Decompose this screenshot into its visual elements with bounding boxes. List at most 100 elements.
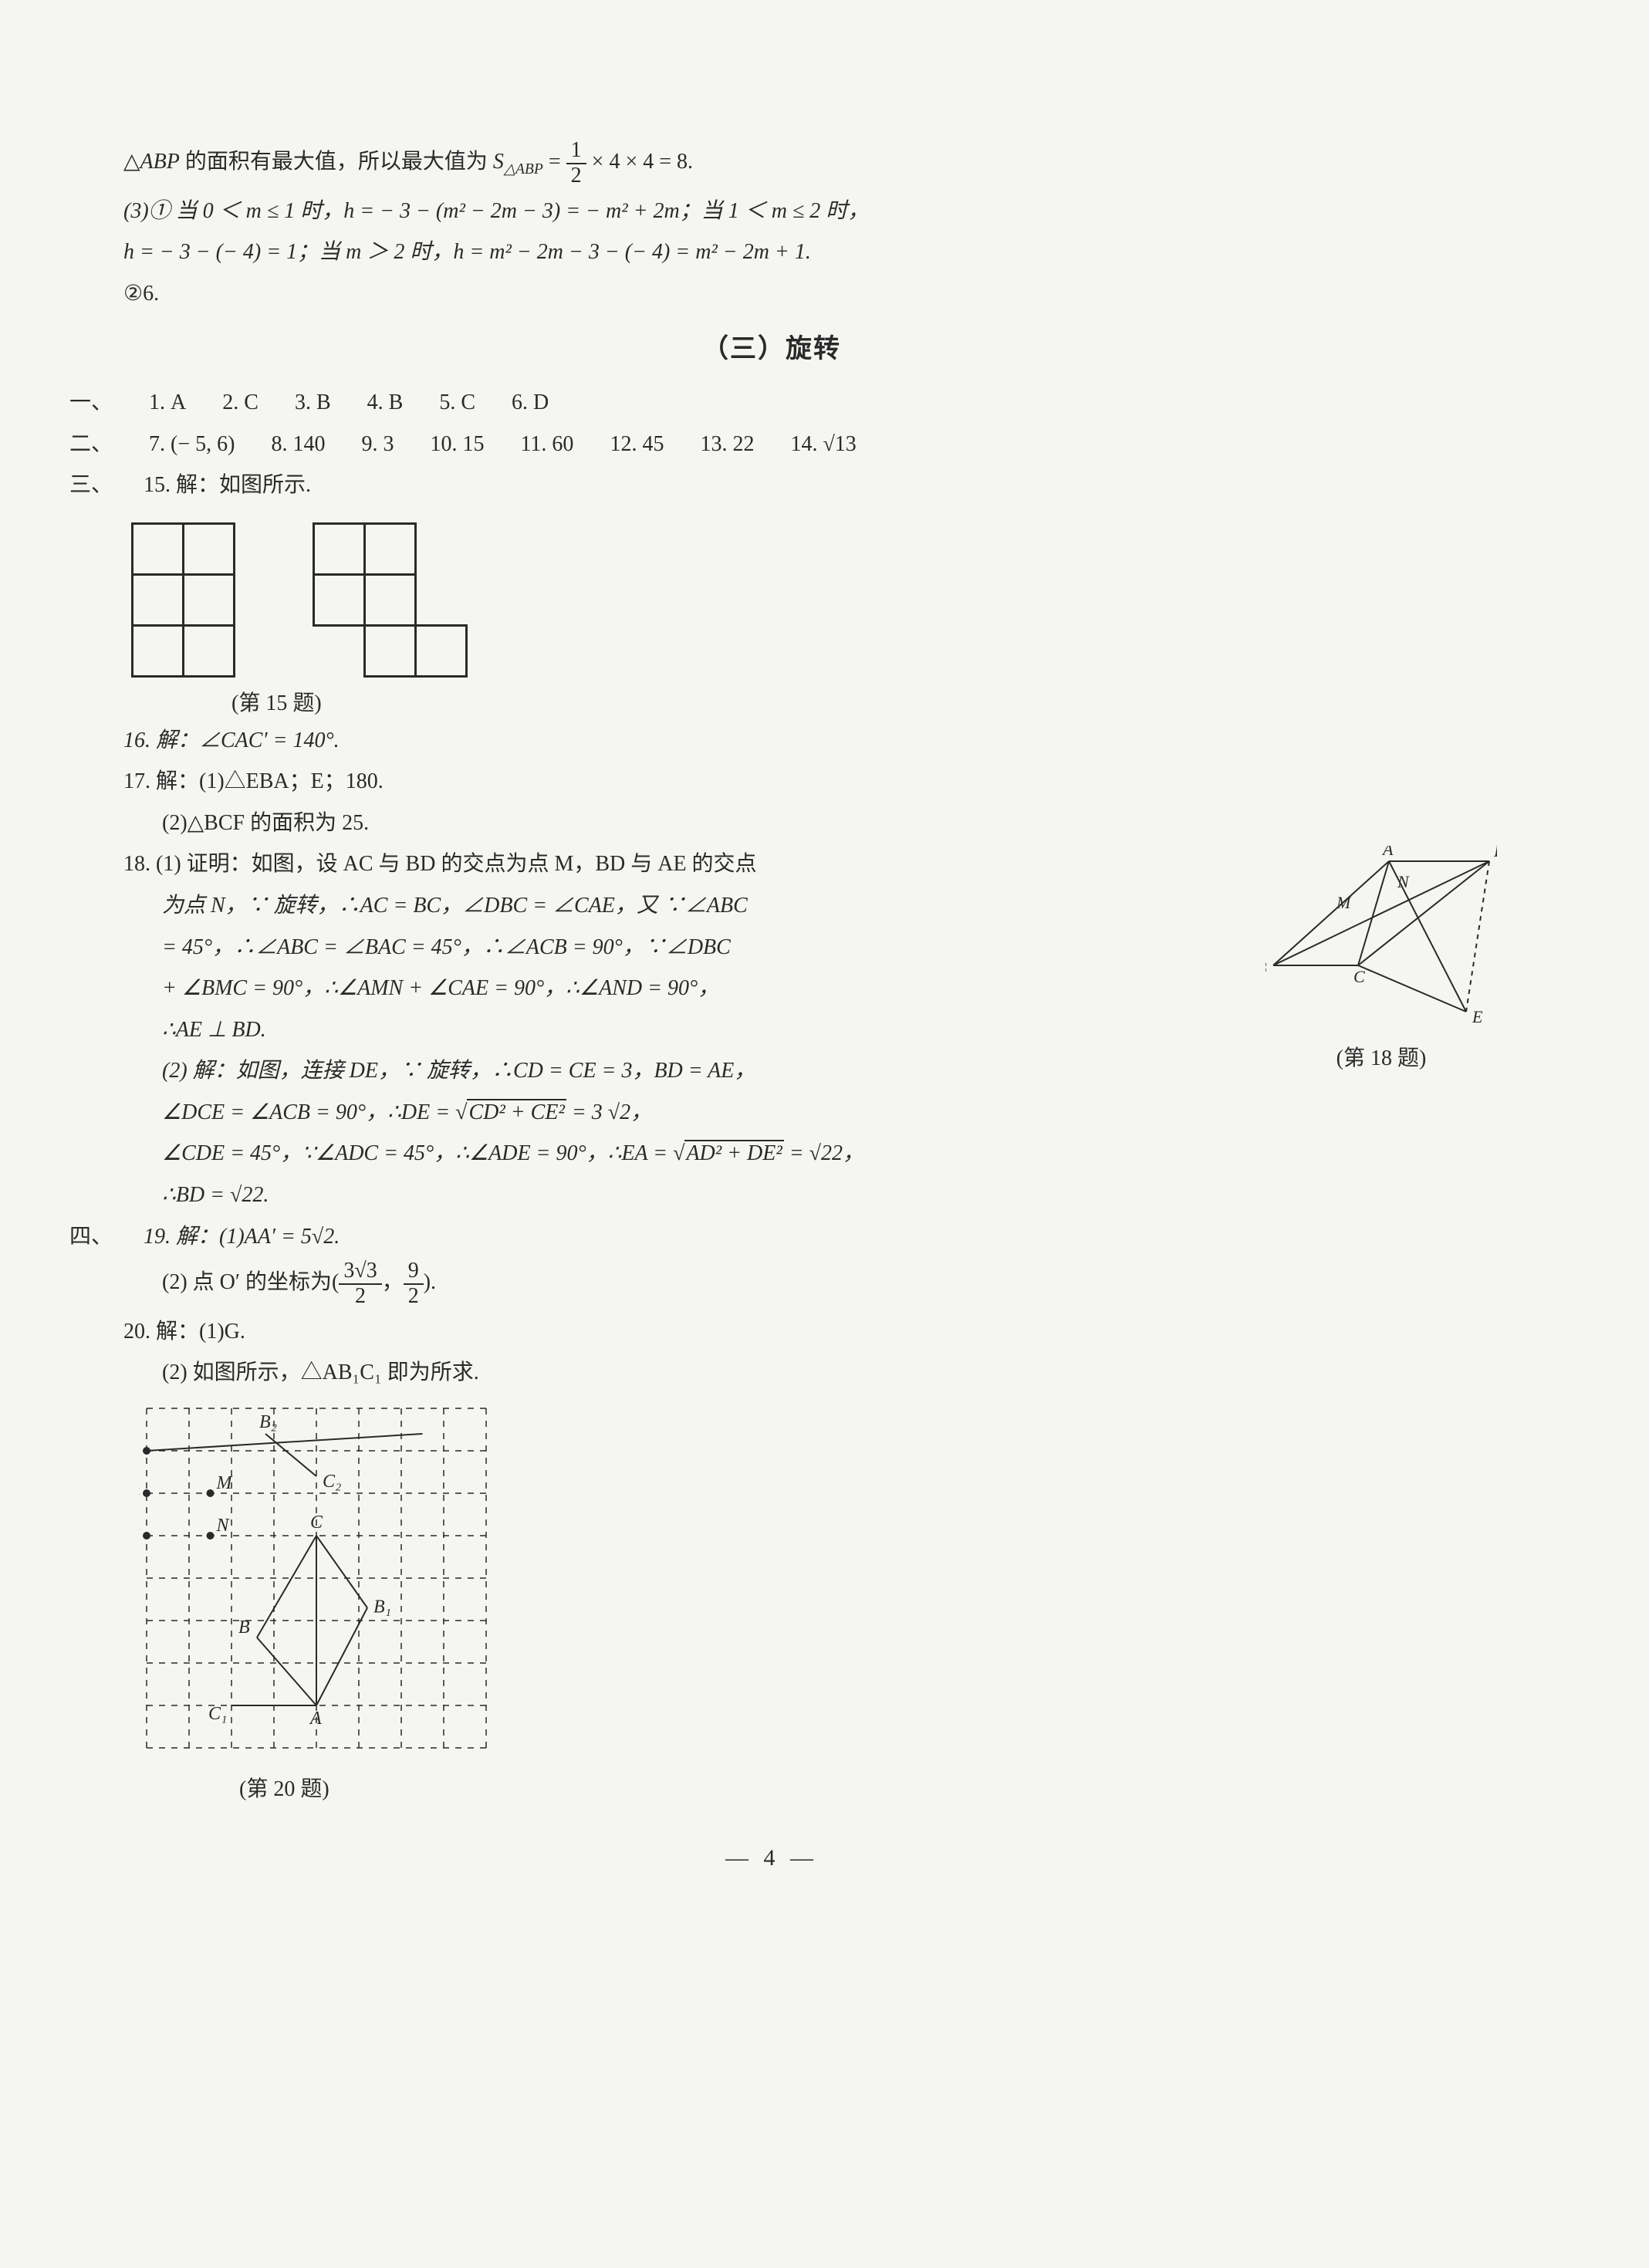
section-3-title: （三）旋转	[39, 327, 1505, 372]
num1: 3√3	[339, 1259, 381, 1285]
a8: 8. 140	[271, 432, 325, 456]
rest: × 4 × 4 = 8.	[586, 150, 693, 174]
svg-text:B: B	[1265, 958, 1266, 977]
cont-line-1: △ABP 的面积有最大值，所以最大值为 S△ABP = 12 × 4 × 4 =…	[39, 139, 1505, 188]
q19-2b: ，	[382, 1270, 404, 1294]
fig15-shape-2	[313, 522, 468, 678]
q17-1: 17. 解：(1)△EBA；E；180.	[39, 763, 1505, 800]
fig20-svg: FGHMNABCC₁B₁B₂C₂	[139, 1401, 494, 1756]
q18-sqrt2: AD² + DE²	[684, 1140, 783, 1165]
svg-text:C: C	[1353, 967, 1365, 986]
a14: 14. √13	[790, 432, 856, 456]
q19-1-wrap: 四、 19. 解：(1)AA′ = 5√2.	[39, 1219, 1505, 1256]
problem-18: 18. (1) 证明：如图，设 AC 与 BD 的交点为点 M，BD 与 AE …	[39, 846, 1505, 1135]
q19-2a: (2) 点 O′ 的坐标为(	[162, 1270, 339, 1294]
q19-2c: ).	[424, 1270, 436, 1294]
svg-text:G: G	[139, 1484, 140, 1504]
q18-l5: ∴AE ⊥ BD.	[39, 1012, 1235, 1049]
cont-line-4: ②6.	[39, 275, 1505, 313]
a1: 1. A	[149, 390, 186, 414]
q20-2: (2) 如图所示，△AB₁C₁ 即为所求.	[39, 1354, 1505, 1391]
q19-2-wrap: (2) 点 O′ 的坐标为(3√32，92).	[39, 1259, 1505, 1309]
q16: 16. 解：∠CAC′ = 140°.	[39, 722, 1505, 759]
q15-text: 15. 解：如图所示.	[144, 473, 311, 497]
q18-l7b: = √22，	[784, 1141, 864, 1165]
den2: 2	[404, 1285, 424, 1309]
svg-text:M: M	[1336, 893, 1352, 912]
a9: 9. 3	[361, 432, 394, 456]
frac2: 92	[404, 1259, 424, 1309]
figure-18: A D B C E M N (第 18 题)	[1258, 846, 1505, 1077]
q18-l7-wrap: ∠CDE = 45°，∵∠ADC = 45°，∴∠ADE = 90°，∴EA =…	[39, 1135, 1505, 1172]
svg-text:N: N	[216, 1516, 231, 1536]
fig15-caption: (第 15 题)	[39, 685, 1505, 722]
q18-l6c: = 3 √2，	[566, 1100, 652, 1124]
fig15-shape-1	[131, 522, 235, 678]
figure-15	[39, 522, 1505, 678]
q18-l8: ∴BD = √22.	[39, 1177, 1505, 1214]
svg-text:N: N	[1397, 872, 1410, 891]
numerator: 1	[566, 139, 586, 164]
page-number: — 4 —	[39, 1838, 1505, 1878]
den1: 2	[339, 1285, 381, 1309]
q18-l6a: (2) 解：如图，连接 DE，∵ 旋转，∴CD = CE = 3，BD = AE…	[39, 1053, 1235, 1090]
triangle: △	[123, 150, 140, 174]
q17-2: (2)△BCF 的面积为 25.	[39, 805, 1505, 842]
a11: 11. 60	[520, 432, 573, 456]
q20-1: 20. 解：(1)G.	[39, 1313, 1505, 1350]
cont-line-2: (3)① 当 0 ＜ m ≤ 1 时，h = − 3 − (m² − 2m − …	[39, 193, 1505, 230]
cont-line-3: h = − 3 − (− 4) = 1；当 m ＞ 2 时，h = m² − 2…	[39, 234, 1505, 271]
denominator: 2	[566, 164, 586, 188]
row2-label: 二、	[69, 432, 113, 456]
a13: 13. 22	[700, 432, 754, 456]
q18-l1: 18. (1) 证明：如图，设 AC 与 BD 的交点为点 M，BD 与 AE …	[39, 846, 1235, 883]
q18-sqrt1: CD² + CE²	[467, 1099, 566, 1124]
svg-text:H: H	[139, 1526, 140, 1546]
svg-text:C: C	[310, 1513, 323, 1533]
frac1: 3√32	[339, 1259, 381, 1309]
a2: 2. C	[222, 390, 259, 414]
text: 的面积有最大值，所以最大值为	[180, 150, 493, 174]
row3-label: 三、	[69, 473, 113, 497]
fig18-svg: A D B C E M N	[1265, 846, 1497, 1023]
q18-l4: + ∠BMC = 90°，∴∠AMN + ∠CAE = 90°，∴∠AND = …	[39, 970, 1235, 1007]
q18-l6b: ∠DCE = ∠ACB = 90°，∴DE =	[162, 1100, 455, 1124]
q18-l7a: ∠CDE = 45°，∵∠ADC = 45°，∴∠ADE = 90°，∴EA =	[162, 1141, 673, 1165]
q18-l3: = 45°，∴∠ABC = ∠BAC = 45°，∴∠ACB = 90°，∵∠D…	[39, 929, 1235, 966]
svg-text:B₂: B₂	[259, 1412, 277, 1432]
answers-row-1: 一、 1. A 2. C 3. B 4. B 5. C 6. D	[39, 384, 1505, 421]
svg-text:A: A	[1381, 846, 1394, 859]
q18-l6b-wrap: ∠DCE = ∠ACB = 90°，∴DE = √CD² + CE² = 3 √…	[39, 1094, 1235, 1131]
abp: ABP	[140, 150, 180, 174]
page-content: △ABP 的面积有最大值，所以最大值为 S△ABP = 12 × 4 × 4 =…	[39, 139, 1505, 1878]
fig18-caption: (第 18 题)	[1258, 1040, 1505, 1077]
svg-text:B₁: B₁	[373, 1597, 391, 1617]
fraction: 12	[566, 139, 586, 188]
q19-1: 19. 解：(1)AA′ = 5√2.	[144, 1225, 340, 1249]
row4-label: 四、	[69, 1225, 113, 1249]
q15-intro: 三、 15. 解：如图所示.	[39, 467, 1505, 504]
svg-text:M: M	[216, 1473, 234, 1493]
a6: 6. D	[512, 390, 549, 414]
a4: 4. B	[367, 390, 404, 414]
S: S	[493, 150, 504, 174]
a10: 10. 15	[430, 432, 484, 456]
svg-text:C₁: C₁	[208, 1704, 227, 1724]
svg-text:C₂: C₂	[323, 1472, 341, 1492]
eq: =	[543, 150, 566, 174]
svg-text:E: E	[1472, 1007, 1483, 1023]
svg-text:D: D	[1493, 846, 1497, 860]
a3: 3. B	[295, 390, 331, 414]
q18-l2: 为点 N，∵ 旋转，∴AC = BC，∠DBC = ∠CAE，又 ∵∠ABC	[39, 887, 1235, 924]
row1-label: 一、	[69, 390, 113, 414]
figure-20: FGHMNABCC₁B₁B₂C₂	[39, 1401, 1505, 1768]
sub: △ABP	[504, 161, 543, 177]
answers-row-2: 二、 7. (− 5, 6) 8. 140 9. 3 10. 15 11. 60…	[39, 426, 1505, 463]
fig20-caption: (第 20 题)	[39, 1771, 1505, 1808]
svg-text:A: A	[309, 1709, 322, 1729]
a5: 5. C	[439, 390, 475, 414]
num2: 9	[404, 1259, 424, 1285]
a7: 7. (− 5, 6)	[149, 432, 235, 456]
svg-text:B: B	[238, 1617, 250, 1638]
a12: 12. 45	[610, 432, 664, 456]
